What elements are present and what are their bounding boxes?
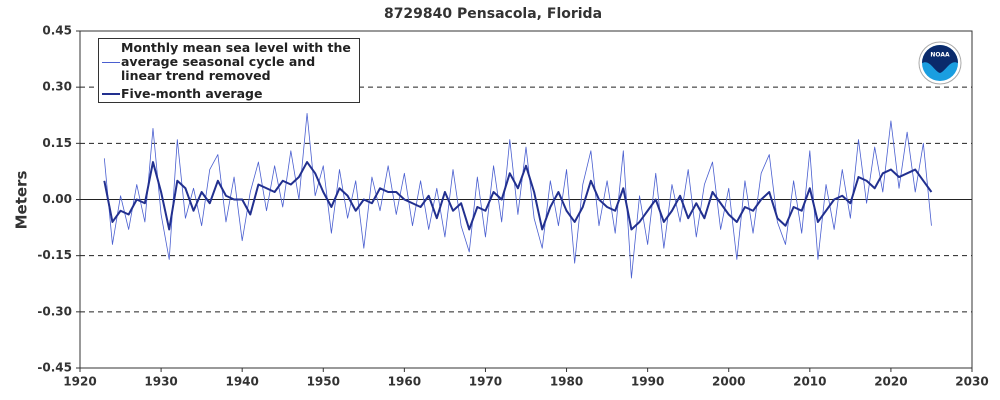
y-axis-label: Meters	[13, 171, 31, 230]
legend-swatch	[102, 62, 120, 63]
y-tick-label: 0.30	[42, 80, 72, 94]
legend-label: Monthly mean sea level with the average …	[121, 40, 351, 83]
x-tick-label: 2010	[793, 375, 826, 389]
x-tick-label: 1920	[63, 375, 96, 389]
x-tick-label: 1950	[307, 375, 340, 389]
x-tick-label: 2020	[874, 375, 907, 389]
y-tick-label: -0.30	[37, 304, 72, 318]
legend: Monthly mean sea level with the average …	[98, 38, 360, 103]
x-tick-label: 1940	[225, 375, 258, 389]
x-tick-label: 2000	[712, 375, 745, 389]
x-tick-label: 1970	[469, 375, 502, 389]
x-tick-label: 1990	[631, 375, 664, 389]
svg-text:NOAA: NOAA	[930, 52, 950, 59]
x-tick-label: 1930	[144, 375, 177, 389]
legend-label: Five-month average	[121, 86, 263, 101]
series-line	[103, 161, 933, 231]
y-tick-label: -0.45	[37, 361, 72, 375]
x-tick-label: 1960	[388, 375, 421, 389]
x-tick-label: 2030	[955, 375, 988, 389]
series-line	[103, 112, 932, 279]
y-tick-label: -0.15	[37, 248, 72, 262]
noaa-logo: NOAA	[918, 41, 962, 85]
legend-swatch	[102, 93, 120, 95]
chart-title: 8729840 Pensacola, Florida	[384, 6, 602, 22]
y-tick-label: 0.45	[42, 24, 72, 38]
y-tick-label: 0.15	[42, 136, 72, 150]
x-tick-label: 1980	[550, 375, 583, 389]
y-tick-label: 0.00	[42, 192, 72, 206]
